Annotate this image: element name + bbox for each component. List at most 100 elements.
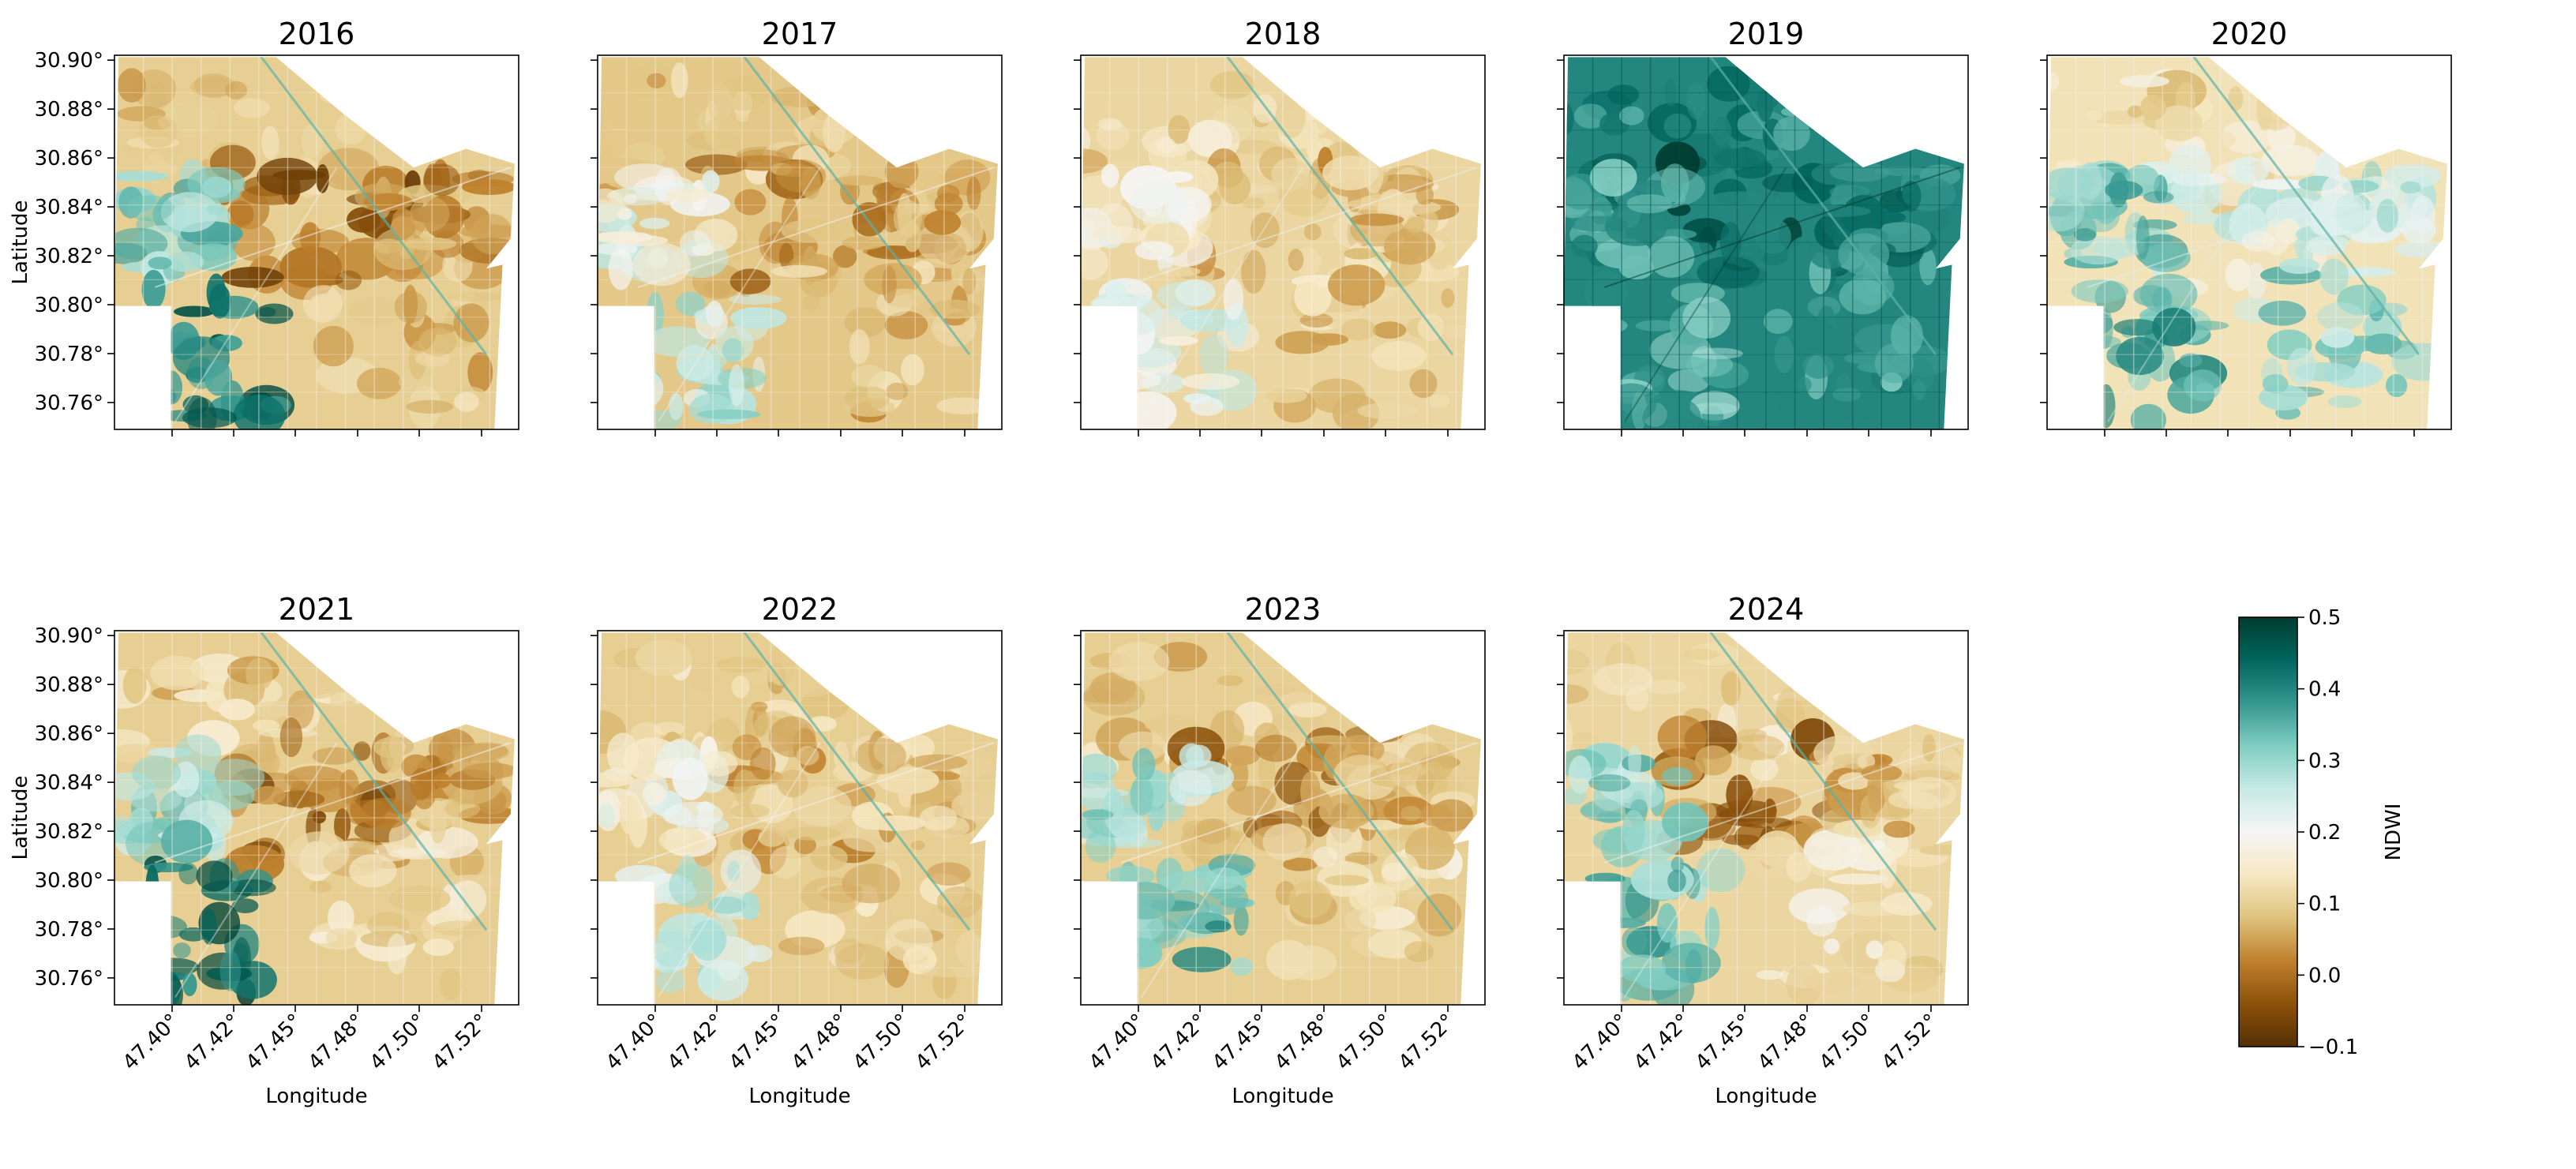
region-patch (2262, 374, 2289, 394)
region-patch (608, 248, 633, 290)
region-patch (1593, 663, 1653, 696)
region-patch (234, 98, 271, 118)
region-patch (884, 311, 928, 339)
xtick-label: 47.50° (1332, 1010, 1397, 1075)
region-patch (734, 189, 767, 215)
region-patch (2275, 218, 2300, 245)
region-patch (685, 154, 748, 175)
ytick-label: 30.78° (35, 918, 103, 942)
region-patch (313, 811, 327, 824)
region-patch (842, 864, 901, 904)
region-patch (1644, 679, 1686, 695)
region-patch (1282, 945, 1337, 981)
region-patch (842, 235, 886, 250)
region-patch (1877, 940, 1907, 976)
region-patch (122, 666, 147, 704)
region-patch (1583, 959, 1611, 991)
region-patch (1333, 755, 1387, 796)
region-patch (615, 865, 668, 887)
region-patch (1779, 943, 1799, 973)
region-patch (1686, 81, 1707, 120)
canal-line (174, 167, 338, 423)
region-patch (598, 188, 625, 223)
region-patch (1708, 191, 1768, 209)
region-patch (823, 112, 846, 153)
xtick-label: 47.45° (242, 1010, 307, 1075)
region-patch (1661, 163, 1689, 203)
xtick-label: 47.48° (1270, 1010, 1336, 1075)
region-patch (1118, 731, 1167, 762)
region-patch (302, 285, 343, 323)
region-patch (2135, 215, 2150, 260)
region-patch (1255, 734, 1297, 762)
region-patch (1619, 106, 1644, 126)
region-patch (1607, 84, 1640, 105)
region-patch (389, 885, 451, 912)
region-patch (1781, 107, 1805, 117)
xtick-label: 47.45° (1691, 1010, 1757, 1075)
region-patch (849, 328, 870, 365)
region-patch (885, 919, 933, 962)
region-patch (1763, 798, 1777, 824)
region-patch (1568, 215, 1629, 232)
xtick-label: 47.42° (1146, 1010, 1212, 1075)
region-patch (404, 237, 457, 251)
region-patch (2402, 215, 2436, 244)
colorbar-tick-label: 0.1 (2308, 893, 2341, 916)
region-patch (2096, 384, 2116, 429)
region-patch (1288, 651, 1318, 664)
region-patch (1662, 766, 1693, 785)
region-patch (390, 215, 416, 238)
region-patch (158, 972, 182, 1005)
region-patch (1288, 880, 1333, 919)
region-patch (1344, 909, 1377, 932)
region-patch (598, 772, 635, 788)
region-patch (1622, 809, 1645, 853)
region-patch (2143, 191, 2174, 204)
ndwi-field (598, 632, 998, 1005)
canal-line (742, 57, 971, 356)
canal-line (2192, 57, 2420, 356)
region-patch (129, 788, 182, 812)
canal-line (1708, 57, 1937, 356)
region-patch (703, 280, 732, 298)
ytick-label: 30.86° (35, 147, 103, 170)
region-patch (1773, 116, 1810, 152)
region-patch (433, 920, 487, 936)
region-patch (720, 849, 762, 894)
region-patch (1227, 785, 1277, 816)
region-patch (178, 927, 208, 942)
panel-title: 2019 (1728, 17, 1805, 51)
canal-line (1120, 167, 1478, 288)
region-patch (1441, 288, 1455, 308)
region-patch (727, 860, 741, 882)
region-patch (794, 836, 816, 855)
ytick-label: 30.76° (35, 392, 103, 415)
region-patch (936, 397, 990, 414)
xtick-label: 47.40° (118, 1010, 184, 1075)
region-patch (1874, 343, 1914, 384)
region-patch (2258, 300, 2307, 326)
region-patch (2279, 257, 2320, 274)
region-patch (1165, 305, 1192, 320)
region-patch (1300, 771, 1321, 811)
canal-line (1623, 742, 1787, 999)
ndwi-field (114, 632, 515, 1005)
region-patch (654, 927, 691, 968)
region-patch (1642, 395, 1701, 430)
region-patch (1129, 180, 1188, 224)
region-patch (1103, 370, 1161, 390)
xtick-label: 47.45° (1208, 1010, 1273, 1075)
region-patch (1130, 776, 1154, 815)
region-patch (2140, 94, 2167, 121)
region-patch (1441, 325, 1481, 338)
region-patch (1626, 194, 1672, 214)
panel-title: 2022 (762, 592, 838, 627)
region-patch (1095, 203, 1134, 244)
xtick-label: 47.52° (428, 1010, 493, 1075)
region-patch (1371, 341, 1427, 371)
region-patch (1101, 163, 1119, 188)
region-patch (1161, 170, 1194, 183)
region-patch (2047, 167, 2094, 200)
region-patch (225, 81, 247, 99)
